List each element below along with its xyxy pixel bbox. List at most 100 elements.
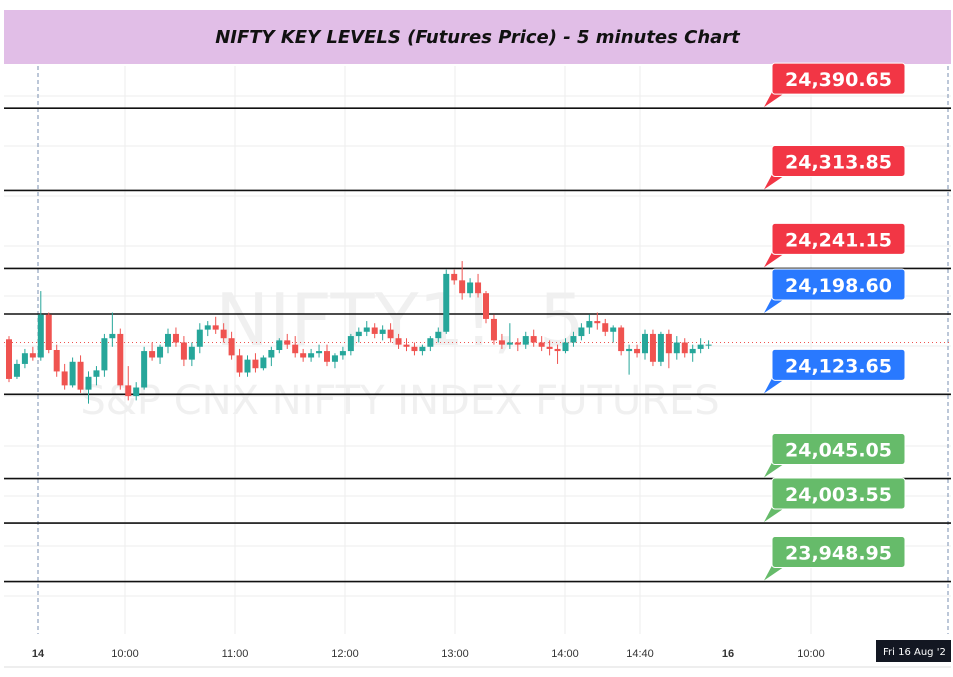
candle-body — [141, 351, 148, 388]
candle — [339, 346, 346, 360]
level-label-pointer — [764, 174, 786, 190]
candle-body — [316, 351, 323, 354]
candle — [427, 336, 434, 352]
candle-body — [443, 273, 450, 332]
x-tick-label: 10:00 — [111, 648, 139, 660]
candle — [451, 269, 458, 285]
candle — [483, 291, 489, 324]
candle-body — [125, 385, 132, 397]
candle-body — [490, 318, 497, 341]
candle — [29, 346, 36, 361]
candle — [77, 355, 84, 393]
candle — [411, 342, 418, 356]
candle-body — [53, 350, 60, 372]
candle-body — [308, 353, 315, 358]
candle — [101, 333, 108, 377]
candle-body — [188, 346, 195, 360]
candle — [705, 340, 712, 349]
level-label-pointer — [764, 92, 786, 108]
level-label: 24,003.55 — [785, 484, 892, 506]
candle — [642, 329, 648, 360]
candle-body — [292, 344, 299, 354]
level-label: 24,123.65 — [785, 355, 892, 377]
x-tick-label: 14 — [32, 648, 45, 660]
candle — [260, 355, 267, 371]
candle-body — [642, 333, 648, 354]
candle — [284, 333, 291, 349]
candle-body — [236, 355, 243, 373]
level-label: 24,313.85 — [785, 151, 892, 173]
candle-body — [649, 333, 656, 362]
candle — [554, 344, 561, 364]
candle — [125, 366, 132, 401]
level-label-pointer — [764, 565, 786, 581]
candle-body — [411, 346, 418, 352]
candle — [157, 344, 164, 364]
candle — [379, 325, 386, 341]
candle-body — [498, 340, 505, 345]
candle-body — [268, 350, 275, 358]
candle — [347, 333, 354, 356]
x-tick-label: 11:00 — [222, 648, 249, 660]
date-badge-text: Fri 16 Aug '2 — [883, 647, 946, 658]
candle-body — [514, 342, 521, 345]
candle — [133, 382, 140, 401]
candle-body — [459, 280, 466, 294]
candle-body — [665, 333, 672, 354]
candle-body — [324, 351, 330, 362]
candle — [228, 331, 235, 360]
candle-body — [570, 336, 577, 343]
candle — [252, 353, 259, 373]
candle-body — [45, 314, 52, 350]
level-label-pointer — [764, 297, 786, 313]
candle-body — [681, 342, 688, 354]
level-label: 24,241.15 — [785, 229, 892, 251]
candle-body — [244, 359, 251, 373]
level-label: 24,045.05 — [785, 440, 892, 462]
key-levels: 24,390.65 24,313.85 24,241.15 24,198.60 24,1… — [4, 62, 951, 583]
candle — [514, 338, 521, 352]
candle — [85, 371, 92, 404]
level-label-box-resistance — [771, 222, 906, 255]
candle — [188, 342, 195, 367]
candle-body — [634, 348, 641, 354]
candle-body — [339, 351, 346, 356]
candle — [578, 323, 585, 341]
candle-body — [610, 327, 617, 332]
chart-header: NIFTY KEY LEVELS (Futures Price) - 5 min… — [4, 10, 951, 64]
candle — [149, 342, 156, 361]
level-label-pointer — [764, 462, 786, 478]
candle-body — [673, 342, 680, 354]
level-label-box-support — [771, 536, 906, 569]
candle — [522, 331, 529, 349]
candle-body — [260, 357, 267, 369]
x-axis: 14 10:00 11:00 12:00 13:00 14:00 14:40 16 10:00 F… — [4, 640, 951, 668]
candle-body — [379, 329, 386, 334]
candle — [37, 291, 44, 361]
candle — [403, 338, 410, 352]
candle-body — [657, 333, 664, 362]
candles — [6, 261, 712, 404]
candle — [308, 348, 315, 362]
level-label: 24,198.60 — [785, 275, 892, 297]
candle-body — [77, 361, 84, 390]
candle — [419, 344, 426, 356]
candle — [93, 366, 100, 386]
candle — [371, 323, 378, 339]
candle — [506, 323, 513, 349]
candle-body — [276, 340, 283, 350]
candle — [618, 325, 625, 356]
candle — [490, 314, 497, 345]
candle — [355, 327, 362, 343]
candle-body — [180, 342, 187, 360]
candle-body — [109, 333, 116, 339]
candle — [292, 336, 299, 358]
candle-body — [586, 321, 593, 328]
candle-body — [427, 338, 434, 347]
candle — [610, 325, 617, 343]
candle — [602, 318, 609, 337]
candle-body — [546, 346, 553, 349]
level-label: 24,390.65 — [785, 69, 892, 91]
level-label-box-resistance — [771, 62, 906, 95]
